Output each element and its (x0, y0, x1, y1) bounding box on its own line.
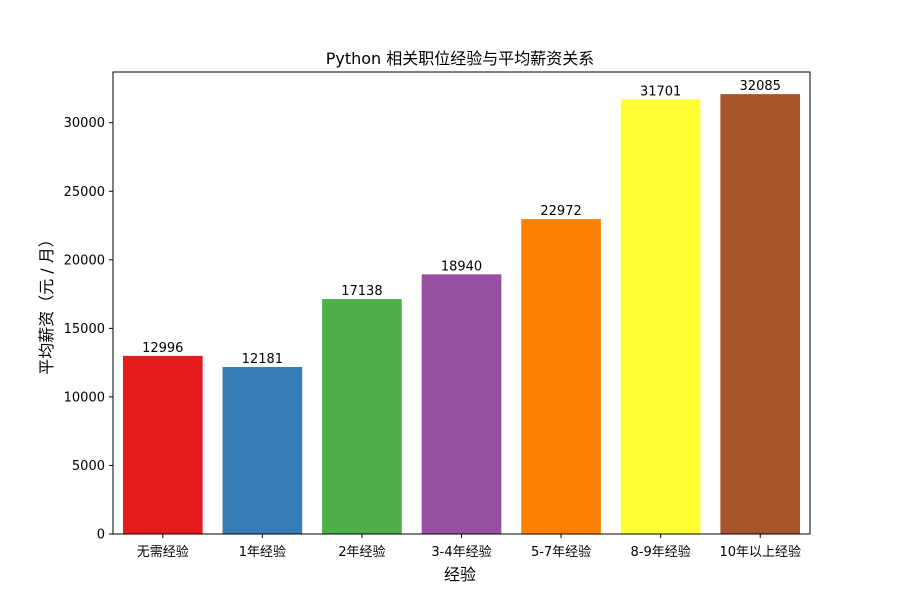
x-axis-label: 经验 (444, 565, 476, 584)
chart-title: Python 相关职位经验与平均薪资关系 (326, 49, 595, 68)
y-axis-label: 平均薪资（元 / 月） (37, 231, 56, 375)
x-tick-label: 2年经验 (338, 544, 385, 560)
y-tick-label: 25000 (64, 185, 105, 200)
bar (123, 356, 203, 534)
x-tick-label: 1年经验 (239, 544, 286, 560)
x-tick-label: 无需经验 (137, 544, 189, 560)
bar-value-label: 12181 (242, 352, 283, 367)
bar-value-label: 22972 (540, 204, 581, 219)
bar-value-label: 32085 (740, 79, 781, 94)
x-axis-ticks: 无需经验 1年经验 2年经验 3-4年经验 5-7年经验 8-9年经验 10年以上经验 (137, 534, 801, 560)
bar (720, 94, 800, 534)
bar-value-label: 12996 (142, 341, 183, 356)
y-tick-label: 15000 (64, 322, 105, 337)
y-tick-label: 10000 (64, 390, 105, 405)
y-tick-label: 20000 (64, 253, 105, 268)
bar (521, 219, 601, 534)
x-tick-label: 5-7年经验 (531, 544, 591, 560)
y-axis-ticks: 0 5000 10000 15000 20000 25000 30000 (64, 116, 113, 542)
bar-value-label: 18940 (441, 259, 482, 274)
bar (322, 299, 402, 534)
y-tick-label: 0 (97, 528, 105, 543)
y-tick-label: 30000 (64, 116, 105, 131)
x-tick-label: 8-9年经验 (631, 544, 691, 560)
bar (621, 99, 701, 534)
bar (223, 367, 303, 534)
x-tick-label: 10年以上经验 (719, 544, 801, 560)
bar (422, 274, 502, 534)
bar-value-label: 31701 (640, 84, 681, 99)
x-tick-label: 3-4年经验 (431, 544, 491, 560)
y-tick-label: 5000 (72, 459, 105, 474)
bars-layer: 12996 12181 17138 18940 22972 31701 32085 (123, 79, 800, 534)
bar-value-label: 17138 (341, 284, 382, 299)
